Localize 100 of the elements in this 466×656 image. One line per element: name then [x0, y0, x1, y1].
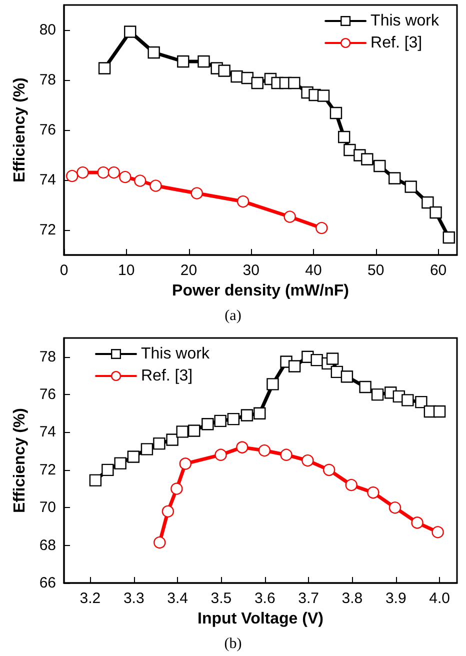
point	[388, 172, 401, 184]
y-tick-label: 78	[39, 72, 56, 88]
point	[326, 352, 339, 365]
point	[284, 210, 296, 223]
point	[359, 380, 372, 394]
x-tick-label: 3.5	[210, 590, 232, 607]
x-tick-label: 3.2	[80, 590, 101, 607]
point	[154, 536, 166, 549]
point	[344, 144, 356, 156]
point	[179, 458, 192, 470]
x-tick-label: 40	[305, 262, 322, 279]
x-tick-label: 4.0	[429, 590, 450, 607]
point	[316, 222, 328, 234]
point	[288, 360, 301, 372]
y-axis-title: Efficiency (%)	[12, 408, 28, 513]
point	[374, 160, 386, 172]
legend-label: Ref. [3]	[141, 368, 193, 384]
y-tick-label: 80	[39, 22, 56, 38]
point	[202, 418, 214, 430]
y-tick-label: 70	[39, 499, 56, 516]
point	[422, 196, 434, 209]
point	[338, 130, 350, 144]
x-tick-label: 60	[430, 262, 447, 279]
point	[367, 486, 380, 499]
y-tick-label: 76	[39, 122, 56, 138]
y-tick-label: 76	[39, 386, 56, 404]
point	[102, 464, 114, 476]
text: (b)	[223, 636, 243, 653]
point	[188, 424, 200, 437]
point	[97, 166, 110, 179]
point	[236, 441, 248, 454]
x-tick-label: 3.4	[167, 590, 188, 607]
point	[288, 76, 300, 90]
point	[254, 407, 266, 420]
y-tick-label: 72	[39, 222, 56, 238]
point	[371, 388, 384, 401]
point	[388, 502, 402, 514]
point	[258, 444, 271, 457]
point	[114, 457, 126, 470]
x-tick-label: 10	[118, 262, 135, 279]
point	[266, 378, 279, 390]
y-tick-label: 74	[39, 424, 56, 441]
point	[166, 434, 178, 446]
point	[214, 414, 226, 428]
point	[404, 180, 417, 193]
x-tick-label: 3.7	[298, 590, 319, 607]
y-tick-label: 68	[39, 536, 56, 554]
text: (a)	[224, 308, 242, 325]
point	[134, 174, 146, 187]
legend-label: This work	[141, 346, 210, 362]
x-tick-label: 0	[60, 262, 68, 279]
point	[176, 426, 188, 438]
x-tick-label: 30	[242, 262, 260, 279]
x-tick-label: 3.8	[342, 590, 363, 607]
point	[124, 26, 136, 38]
y-axis-title: Efficiency (%)	[12, 78, 28, 182]
point	[236, 195, 250, 208]
point	[442, 231, 455, 244]
point	[415, 396, 428, 408]
point	[411, 516, 424, 529]
point	[98, 62, 111, 74]
point	[170, 482, 183, 495]
point	[127, 450, 140, 463]
y-tick-label: 74	[39, 172, 56, 188]
point	[251, 76, 264, 90]
point	[361, 153, 374, 166]
y-tick-label: 72	[39, 461, 56, 478]
point	[322, 464, 336, 476]
point	[89, 474, 102, 486]
y-tick-label: 78	[39, 348, 56, 366]
x-tick-label: 3.3	[123, 590, 144, 607]
point	[230, 70, 243, 83]
point	[240, 409, 254, 422]
point	[317, 90, 330, 102]
x-axis-title: Input Voltage (V)	[198, 610, 324, 628]
point	[148, 46, 160, 59]
point	[345, 478, 358, 492]
point	[433, 405, 446, 418]
x-tick-label: 20	[180, 262, 198, 279]
point	[190, 187, 203, 200]
point	[108, 166, 120, 179]
x-tick-label: 3.6	[254, 590, 276, 607]
point	[140, 443, 154, 456]
point	[402, 394, 414, 406]
point	[227, 412, 240, 426]
legend-label: Ref. [3]	[370, 34, 422, 52]
point	[66, 170, 78, 182]
point	[214, 448, 227, 461]
point	[302, 454, 314, 467]
point	[177, 55, 190, 68]
x-axis-title: Power density (mW/nF)	[172, 282, 349, 300]
point	[76, 166, 89, 179]
point	[340, 370, 354, 383]
point	[162, 505, 174, 518]
point	[153, 437, 166, 450]
point	[330, 106, 342, 120]
point	[119, 170, 132, 184]
point	[198, 55, 210, 68]
y-tick-label: 66	[39, 574, 56, 592]
x-tick-label: 50	[368, 262, 384, 279]
